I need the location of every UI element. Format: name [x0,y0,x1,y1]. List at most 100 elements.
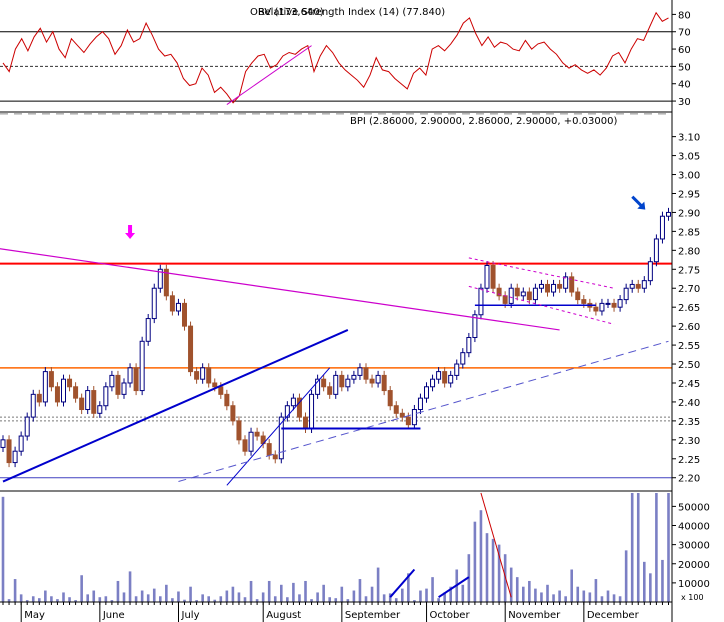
candle-body [623,287,629,301]
volume-y-tick-label: 10000 [678,579,710,590]
volume-bar [219,596,223,602]
candle-body [30,393,36,418]
price-y-tick-label: 2.80 [678,246,700,257]
candle-body [478,287,484,316]
candle [557,279,563,293]
candle [61,374,66,407]
candle-body [351,374,357,380]
candle [206,363,212,388]
candle [659,211,665,244]
candle-body [647,261,653,282]
candle-body [538,283,544,289]
volume-trendline [389,568,416,598]
candle-body [551,283,557,293]
candle [24,412,30,441]
candle [417,393,423,415]
volume-bar [134,596,138,602]
volume-bar [19,594,23,602]
volume-bar [636,493,640,602]
candle [508,283,514,308]
candle [496,283,502,301]
candle-body [629,283,635,289]
candle-body [24,416,30,437]
candle-body [163,268,169,297]
volume-bar [56,599,59,602]
candle [424,382,429,403]
candle-body [502,295,508,304]
candle-body [593,306,599,312]
volume-bar [310,599,313,602]
candle [339,370,345,392]
candle [363,363,369,384]
rsi-panel: 30 40 50 60 70 80 [0,10,691,108]
price-y-tick-label: 3.10 [678,133,700,144]
candle-body [278,416,284,460]
candle [121,378,127,399]
candle [611,298,617,312]
candle [575,287,581,305]
volume-bar [267,580,271,602]
candle [442,367,448,388]
candle-body [363,367,369,380]
candle-body [393,405,399,414]
volume-bar [582,590,586,602]
candle [200,363,206,384]
volume-bar [449,586,452,602]
blue-arrow-icon [631,195,644,208]
candle [369,374,375,388]
volume-bar [340,586,344,602]
candle [430,374,436,392]
price-y-tick-label: 2.20 [678,474,700,485]
x-month-label: June [102,610,125,621]
candle-body [417,397,423,411]
price-y-tick-label: 2.50 [678,360,700,371]
candle-body [345,378,351,388]
volume-bar [237,592,241,602]
candle [54,382,60,407]
volume-bar [62,592,65,602]
volume-bar [322,584,325,602]
price-y-tick-label: 2.45 [678,379,700,390]
candle-body [442,371,448,384]
volume-bar [570,569,573,602]
candle-body [188,325,194,373]
candle [345,374,351,392]
price-panel: 2.20 2.25 2.30 2.35 2.40 2.45 2.50 2.55 2.60 2.65… [0,113,700,486]
candle [248,427,254,456]
candle [182,298,187,331]
candle-body [145,318,151,342]
candle [278,412,284,464]
rsi-overlay-title: OBV (173,640) [250,7,324,18]
candle [617,295,623,312]
candle-body [139,340,145,392]
candle-body [133,367,139,392]
price-y-tick-label: 2.85 [678,227,700,238]
volume-bar [328,597,331,602]
candle-body [460,352,466,365]
volume-y-tick-label: 50000 [678,502,710,513]
volume-bar [74,600,77,602]
price-y-tick-label: 2.55 [678,341,700,352]
candle [230,401,236,426]
volume-bar [207,596,210,602]
volume-bar [122,592,126,602]
volume-bar [388,593,392,602]
volume-unit-label: x 100 [681,593,704,602]
candle-body [121,382,127,395]
volume-bar [425,588,428,602]
volume-bar [104,596,108,602]
candle [85,386,91,415]
candle-body [357,367,363,376]
price-y-tick-label: 2.30 [678,436,700,447]
candle [12,446,18,468]
candle [454,359,460,380]
volume-bar [419,590,422,602]
candle [145,314,151,346]
volume-bar [13,579,17,602]
candle [157,264,163,293]
candle-body [605,302,611,305]
candle-body [617,299,623,308]
candle [151,283,157,324]
price-trendline [226,367,331,486]
volume-bar [618,596,622,602]
